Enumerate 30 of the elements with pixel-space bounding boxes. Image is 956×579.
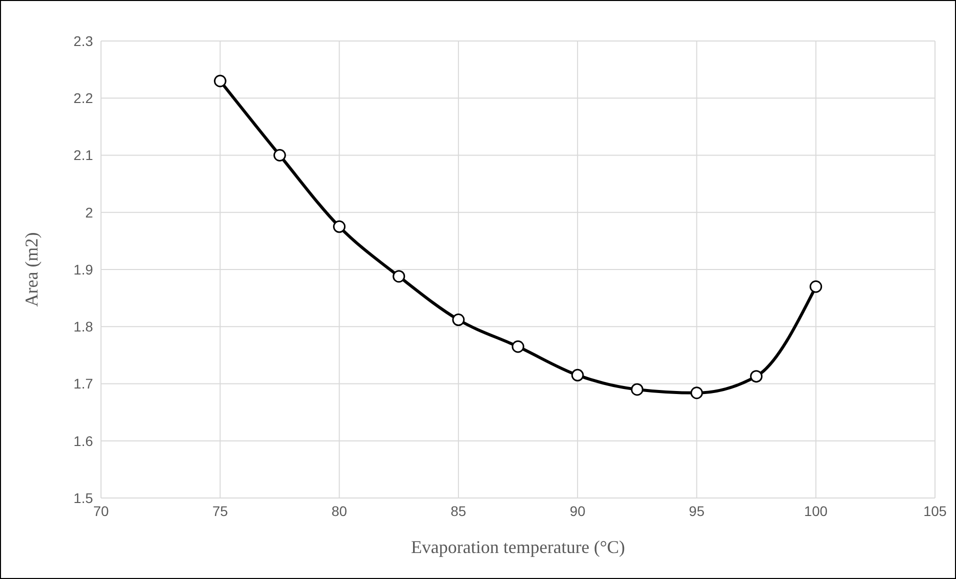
- y-tick-label: 2: [85, 204, 94, 220]
- point: [630, 383, 644, 396]
- x-tick-label: 80: [331, 502, 348, 519]
- point: [333, 220, 346, 233]
- point: [392, 270, 406, 283]
- y-tick-label: 2.1: [74, 147, 94, 164]
- point: [571, 368, 584, 382]
- point: [214, 74, 226, 88]
- x-tick-label: 70: [93, 502, 109, 519]
- y-tick-label: 2.2: [74, 90, 94, 106]
- y-tick-label: 1.7: [74, 376, 94, 392]
- x-tick-label: 100: [804, 502, 828, 519]
- x-tick-label: 95: [688, 502, 705, 519]
- point: [750, 370, 763, 383]
- x-tick-label: 85: [450, 502, 466, 519]
- x-tick-label: 75: [212, 502, 228, 519]
- x-tick-label: 90: [570, 502, 586, 519]
- point: [452, 314, 465, 326]
- point: [273, 149, 286, 162]
- x-tick-label: 105: [923, 502, 947, 519]
- x-axis-title: Evaporation temperature (°C): [410, 537, 626, 557]
- y-tick-label: 2.3: [74, 32, 94, 49]
- point: [810, 280, 822, 293]
- y-tick-label: 1.8: [74, 318, 94, 335]
- point: [512, 340, 524, 353]
- y-tick-label: 1.5: [74, 490, 94, 506]
- y-tick-label: 1.9: [74, 261, 94, 278]
- y-axis-title: Area (m2): [21, 232, 42, 307]
- point: [690, 386, 703, 400]
- y-tick-label: 1.6: [74, 432, 94, 449]
